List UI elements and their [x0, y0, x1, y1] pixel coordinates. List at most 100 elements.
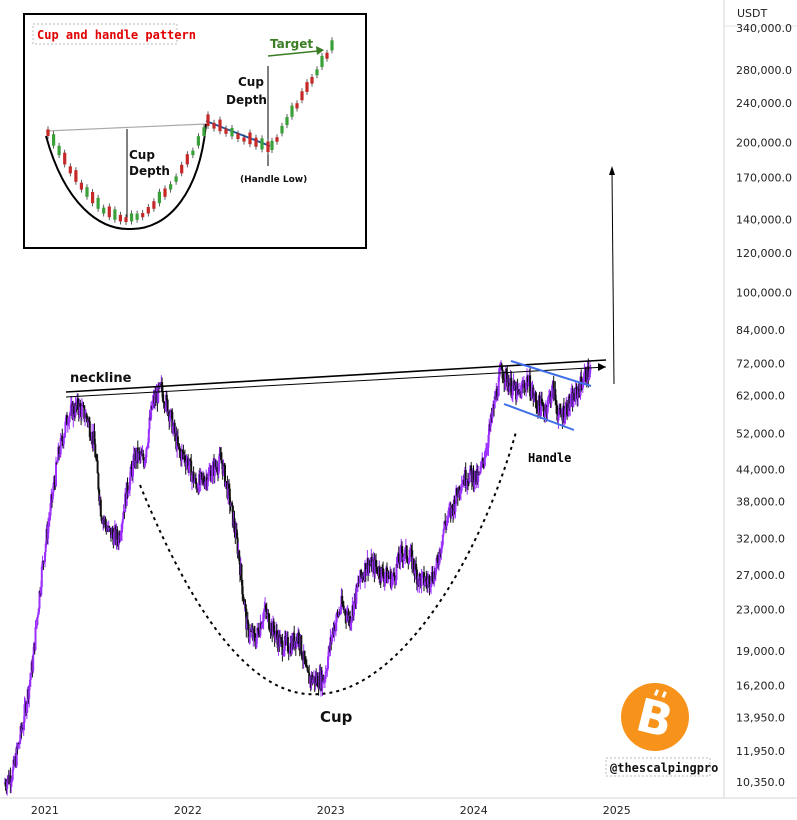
candle-body [169, 416, 171, 422]
inset-target-line [267, 50, 319, 57]
candle-body [172, 426, 175, 433]
inset-candle-body [285, 117, 289, 126]
candle-body [244, 604, 247, 609]
candle-body [187, 458, 190, 470]
candle-body [228, 483, 230, 489]
candle-body [66, 423, 69, 426]
candle-body [161, 391, 164, 402]
candle-body [441, 544, 444, 549]
neckline-label: neckline [70, 371, 132, 386]
y-tick-label: 19,000.0 [736, 645, 785, 658]
candle-body [293, 633, 296, 647]
inset-handle-low-label: (Handle Low) [240, 175, 307, 185]
x-axis[interactable]: 2021 2022 2023 2024 2025 [31, 804, 631, 817]
candle-body [48, 515, 51, 521]
candle-body [420, 574, 423, 587]
candle-body [180, 450, 183, 461]
x-tick-label: 2021 [31, 804, 59, 817]
candle-body [393, 572, 396, 576]
candle-body [542, 404, 545, 412]
candle-body [44, 552, 46, 563]
candle-body [35, 625, 38, 628]
candle-body [201, 473, 204, 478]
candle-body [448, 510, 451, 512]
inset-candles [46, 37, 334, 225]
inset-candle-body [113, 209, 117, 220]
neckline-arrowhead [598, 363, 606, 371]
candle-body [275, 630, 278, 638]
candle-body [253, 632, 256, 642]
candle-body [513, 380, 516, 390]
candle-body [325, 671, 328, 672]
candle-body [29, 680, 31, 686]
y-tick-label: 140,000.0 [736, 214, 792, 227]
candle-body [404, 548, 407, 557]
y-tick-label: 32,000.0 [736, 532, 785, 545]
candle-body [588, 369, 591, 377]
inset-candle-body [280, 125, 284, 134]
y-tick-label: 27,000.0 [736, 569, 785, 582]
candle-body [236, 537, 239, 554]
candle-body [327, 646, 330, 657]
inset-candle-body [230, 128, 234, 137]
candle-body [83, 405, 86, 419]
candle-body [259, 622, 262, 636]
candle-body [349, 622, 352, 628]
candle-body [11, 769, 14, 780]
candle-body [397, 553, 400, 563]
candle-body [116, 529, 119, 540]
candle-body [248, 636, 251, 639]
candle-body [41, 561, 44, 567]
candle-body [256, 628, 259, 638]
inset-candle-body [290, 105, 294, 117]
candle-body [435, 558, 438, 568]
candle-body [55, 462, 57, 486]
candle-body [504, 368, 507, 383]
candle-body [102, 519, 105, 524]
candle-body [22, 722, 25, 729]
candle-body [168, 411, 171, 422]
candle-body [202, 477, 205, 483]
candle-body [235, 529, 238, 538]
y-tick-label: 23,000.0 [736, 604, 785, 617]
inset-diagram: Cup and handle pattern Cup Depth Cup Dep… [23, 13, 367, 249]
inset-target-label: Target [270, 37, 313, 51]
y-axis[interactable]: USDT 340,000.0 280,000.0 240,000.0 200,000.… [724, 7, 797, 789]
candle-body [145, 448, 148, 458]
candle-body [249, 630, 252, 637]
candle-body [179, 450, 182, 452]
inset-cup-depth2-word1: Cup [238, 75, 264, 89]
candle-body [280, 638, 283, 641]
candle-body [69, 412, 72, 417]
candle-body [121, 519, 124, 524]
candle-body [423, 583, 426, 585]
candle-body [189, 459, 192, 461]
candle-body [369, 564, 372, 566]
candle-body [128, 477, 131, 490]
candle-body [219, 453, 222, 456]
candle-body [185, 461, 188, 467]
inset-rim-line [45, 123, 207, 132]
y-tick-label: 72,000.0 [736, 357, 785, 370]
inset-candle-body [325, 52, 329, 59]
candle-body [297, 632, 300, 645]
candle-body [349, 616, 352, 628]
candle-body [406, 559, 409, 562]
candle-body [548, 395, 550, 397]
candle-body [108, 526, 111, 528]
candle-body [253, 629, 256, 633]
candle-body [523, 383, 526, 388]
candle-body [425, 578, 428, 582]
candle-body [356, 582, 359, 587]
x-tick-label: 2022 [174, 804, 202, 817]
inset-candle-body [124, 217, 128, 222]
candle-body [240, 564, 243, 580]
inset-candle-body [236, 133, 240, 139]
candle-body [342, 605, 345, 611]
candle-body [391, 577, 394, 579]
inset-candle-body [315, 69, 319, 76]
candle-body [499, 369, 502, 371]
inset-candle-body [85, 187, 89, 197]
candle-body [403, 556, 406, 558]
candle-body [489, 414, 492, 427]
